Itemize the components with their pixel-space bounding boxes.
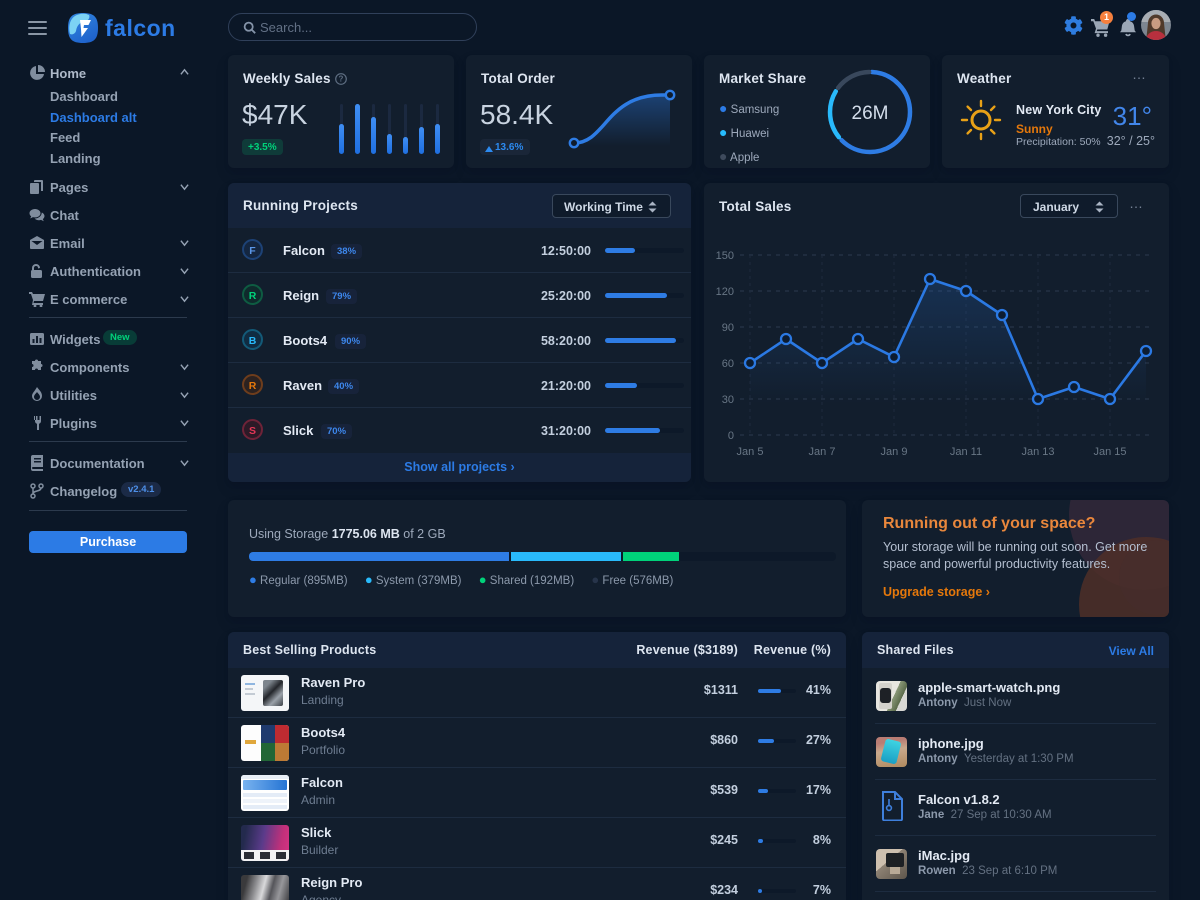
svg-text:0: 0 [728, 430, 734, 442]
svg-text:Jan 11: Jan 11 [950, 446, 982, 458]
svg-text:Jan 7: Jan 7 [809, 446, 836, 458]
svg-text:Jan 13: Jan 13 [1021, 446, 1054, 458]
svg-text:120: 120 [716, 286, 734, 298]
svg-text:26M: 26M [852, 103, 889, 124]
svg-text:Jan 9: Jan 9 [881, 446, 908, 458]
svg-text:?: ? [338, 75, 343, 84]
svg-text:Jan 5: Jan 5 [737, 446, 764, 458]
svg-text:Jan 15: Jan 15 [1093, 446, 1126, 458]
svg-text:30: 30 [722, 394, 734, 406]
svg-text:150: 150 [716, 250, 734, 262]
svg-text:60: 60 [722, 358, 734, 370]
svg-text:90: 90 [722, 322, 734, 334]
